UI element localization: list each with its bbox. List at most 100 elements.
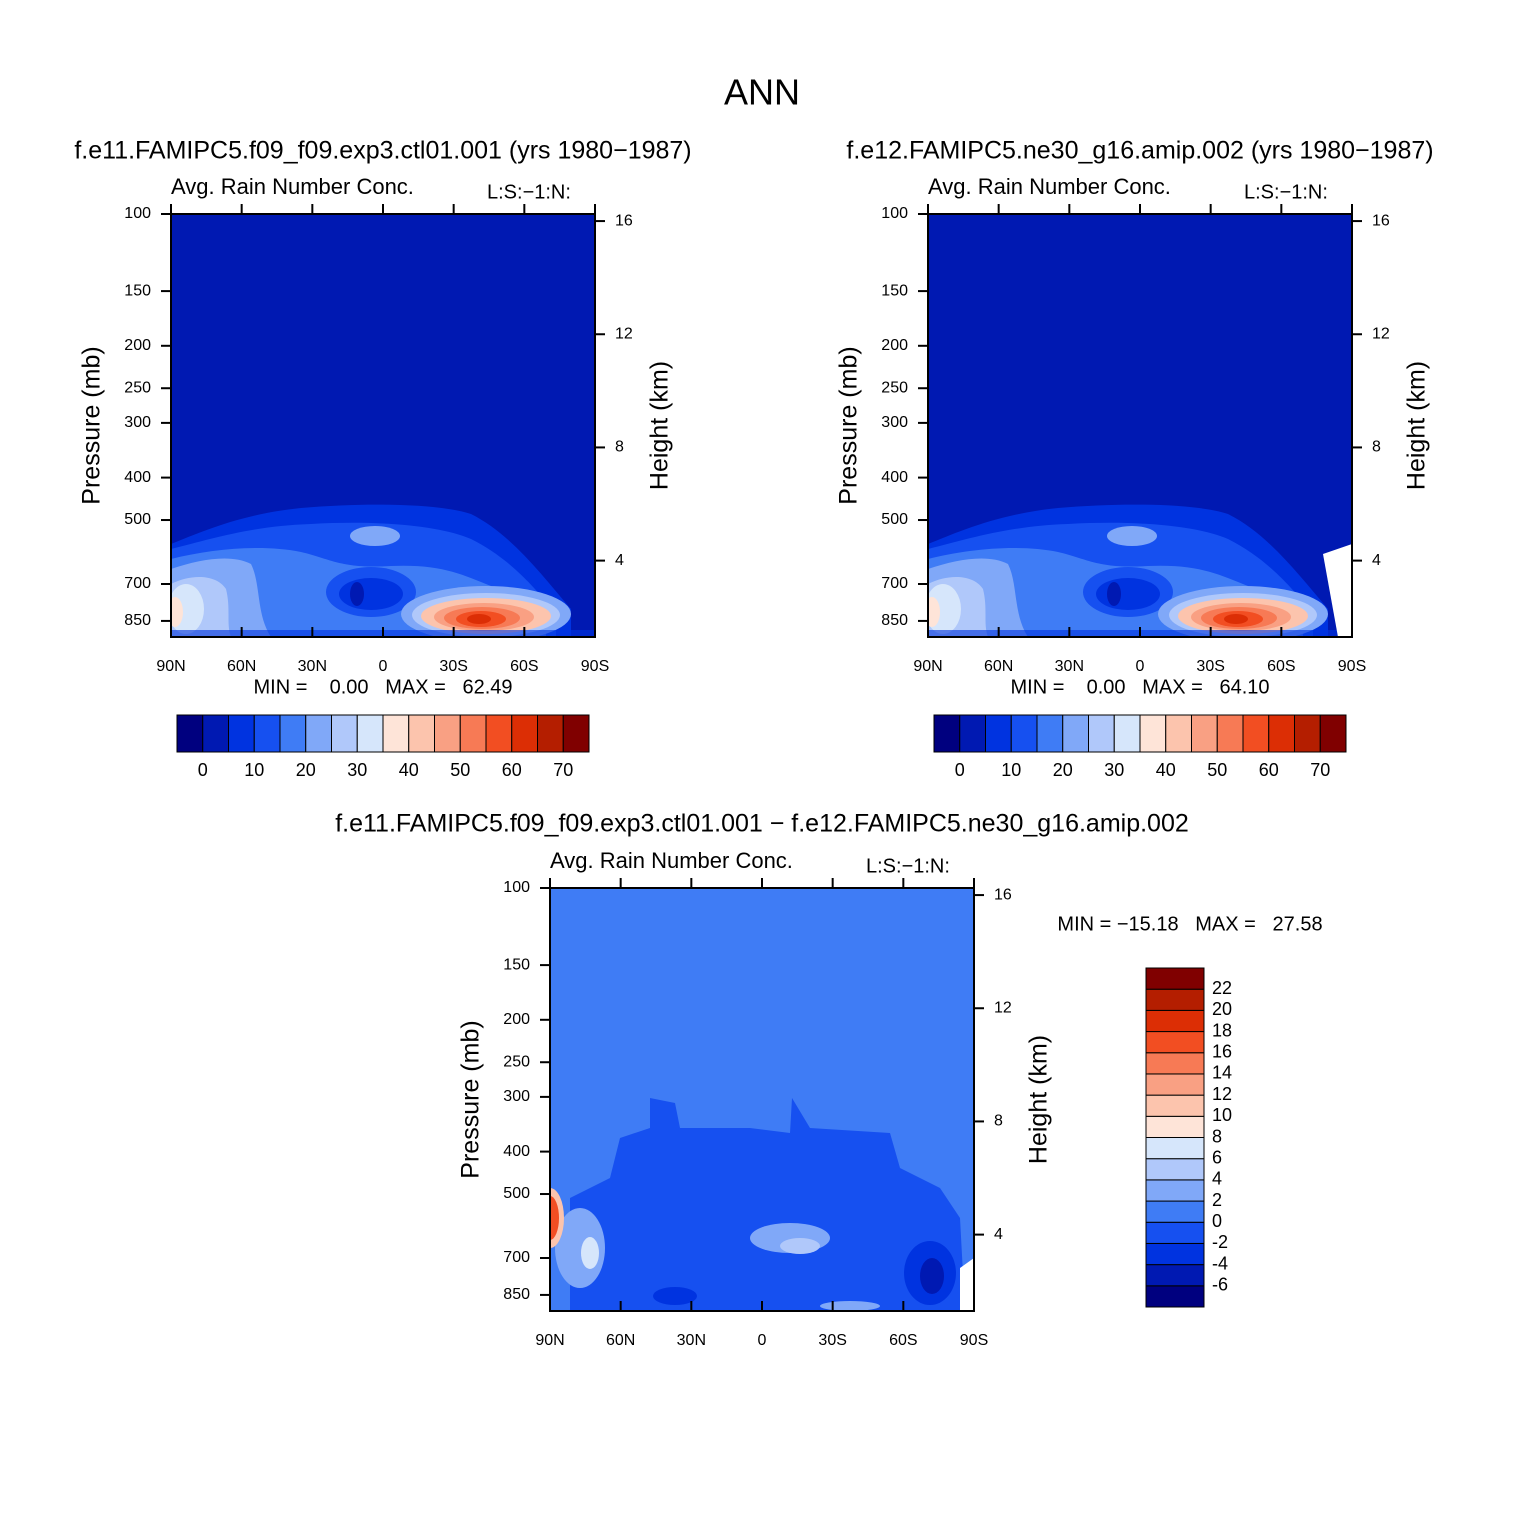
x-tick-label: 90N [535, 1332, 564, 1349]
stats-label: MIN = 0.00 MAX = 64.10 [1010, 676, 1269, 698]
colorbar-box [1145, 1052, 1205, 1075]
panel-subtitle: Avg. Rain Number Conc. [171, 174, 414, 199]
colorbar-box [1319, 714, 1347, 753]
colorbar-label: -6 [1212, 1275, 1228, 1295]
colorbar-label: 2 [1212, 1190, 1222, 1210]
colorbar-label: 16 [1212, 1042, 1232, 1062]
y2-tick-label: 8 [615, 439, 624, 456]
units-label: L:S:−1:N: [1244, 181, 1328, 203]
colorbar-label: 20 [1212, 999, 1232, 1019]
colorbar-box [1242, 714, 1270, 753]
colorbar-box [1145, 967, 1205, 990]
y-axis-label: Pressure (mb) [457, 1020, 485, 1178]
colorbar-box [1145, 1094, 1205, 1117]
x-tick-label: 30N [1055, 658, 1084, 675]
colorbar-label: 50 [1207, 760, 1227, 780]
y2-tick-label: 8 [1372, 439, 1381, 456]
figure-title: ANN [724, 72, 800, 113]
y-tick-label: 100 [881, 205, 908, 222]
colorbar-box [1145, 1285, 1205, 1308]
colorbar-box [228, 714, 255, 753]
colorbar-box [1268, 714, 1295, 753]
x-tick-label: 60S [889, 1332, 917, 1349]
colorbar-box [537, 714, 564, 753]
x-tick-label: 60N [227, 658, 256, 675]
y2-tick-label: 12 [615, 325, 633, 342]
x-tick-label: 30S [818, 1332, 846, 1349]
colorbar-label: 30 [1104, 760, 1124, 780]
x-tick-label: 30S [1196, 658, 1224, 675]
colorbar-label: 22 [1212, 978, 1232, 998]
x-tick-label: 90S [1338, 658, 1366, 675]
colorbar-box [382, 714, 410, 753]
y-tick-label: 850 [503, 1286, 530, 1303]
colorbar-label: 0 [955, 760, 965, 780]
colorbar-label: 12 [1212, 1084, 1232, 1104]
colorbar-label: 40 [399, 760, 419, 780]
y-tick-label: 850 [881, 612, 908, 629]
x-tick-label: 90N [913, 658, 942, 675]
panel-title: f.e12.FAMIPC5.ne30_g16.amip.002 (yrs 198… [846, 137, 1433, 165]
y-tick-label: 300 [881, 414, 908, 431]
y-tick-label: 300 [503, 1088, 530, 1105]
colorbar-box [1145, 1158, 1205, 1181]
x-tick-label: 0 [379, 658, 388, 675]
colorbar-box [1036, 714, 1064, 753]
colorbar-box [202, 714, 229, 753]
y-tick-label: 200 [881, 337, 908, 354]
contour-field [550, 888, 974, 1311]
colorbar-label: 10 [1001, 760, 1021, 780]
x-tick-label: 90S [581, 658, 609, 675]
colorbar-label: 8 [1212, 1126, 1222, 1146]
colorbar-box [1010, 714, 1038, 753]
y-tick-label: 200 [503, 1011, 530, 1028]
colorbar-box [459, 714, 487, 753]
colorbar-label: 10 [244, 760, 264, 780]
stats-label: MIN = 0.00 MAX = 62.49 [253, 676, 512, 698]
colorbar-label: 4 [1212, 1169, 1222, 1189]
y-tick-label: 500 [503, 1185, 530, 1202]
x-tick-label: 30N [677, 1332, 706, 1349]
colorbar-box [1165, 714, 1192, 753]
y-tick-label: 150 [503, 956, 530, 973]
y-tick-label: 250 [881, 379, 908, 396]
panel-subtitle: Avg. Rain Number Conc. [550, 848, 793, 873]
y2-tick-label: 12 [1372, 325, 1390, 342]
contour-field [171, 214, 595, 637]
colorbar-box [511, 714, 538, 753]
colorbar-box [331, 714, 358, 753]
y2-tick-label: 4 [1372, 552, 1381, 569]
y-tick-label: 400 [881, 469, 908, 486]
y2-tick-label: 8 [994, 1113, 1003, 1130]
colorbar-box [1191, 714, 1218, 753]
colorbar-label: 0 [198, 760, 208, 780]
x-tick-label: 60S [1267, 658, 1295, 675]
colorbar-box [959, 714, 986, 753]
colorbar-box [1145, 1137, 1205, 1160]
y-tick-label: 150 [881, 282, 908, 299]
units-label: L:S:−1:N: [866, 855, 950, 877]
y-tick-label: 500 [124, 511, 151, 528]
colorbar-box [1145, 1242, 1205, 1266]
y2-tick-label: 12 [994, 999, 1012, 1016]
y-tick-label: 850 [124, 612, 151, 629]
colorbar-box [985, 714, 1012, 753]
x-tick-label: 30S [439, 658, 467, 675]
colorbar-box [1145, 1073, 1205, 1096]
colorbar-box [1145, 1115, 1205, 1138]
colorbar-label: 50 [450, 760, 470, 780]
colorbar-box [253, 714, 281, 753]
y-tick-label: 700 [124, 575, 151, 592]
panel-title: f.e11.FAMIPC5.f09_f09.exp3.ctl01.001 − f… [335, 810, 1189, 838]
colorbar-box [1088, 714, 1115, 753]
colorbar-box [485, 714, 513, 753]
y-tick-label: 200 [124, 337, 151, 354]
x-tick-label: 60N [606, 1332, 635, 1349]
y-tick-label: 700 [503, 1249, 530, 1266]
colorbar-box [434, 714, 461, 753]
contour-field [928, 214, 1352, 637]
stats-label: MIN = −15.18 MAX = 27.58 [1057, 913, 1322, 935]
x-tick-label: 60N [984, 658, 1013, 675]
y2-tick-label: 4 [994, 1226, 1003, 1243]
colorbar-label: 70 [1310, 760, 1330, 780]
